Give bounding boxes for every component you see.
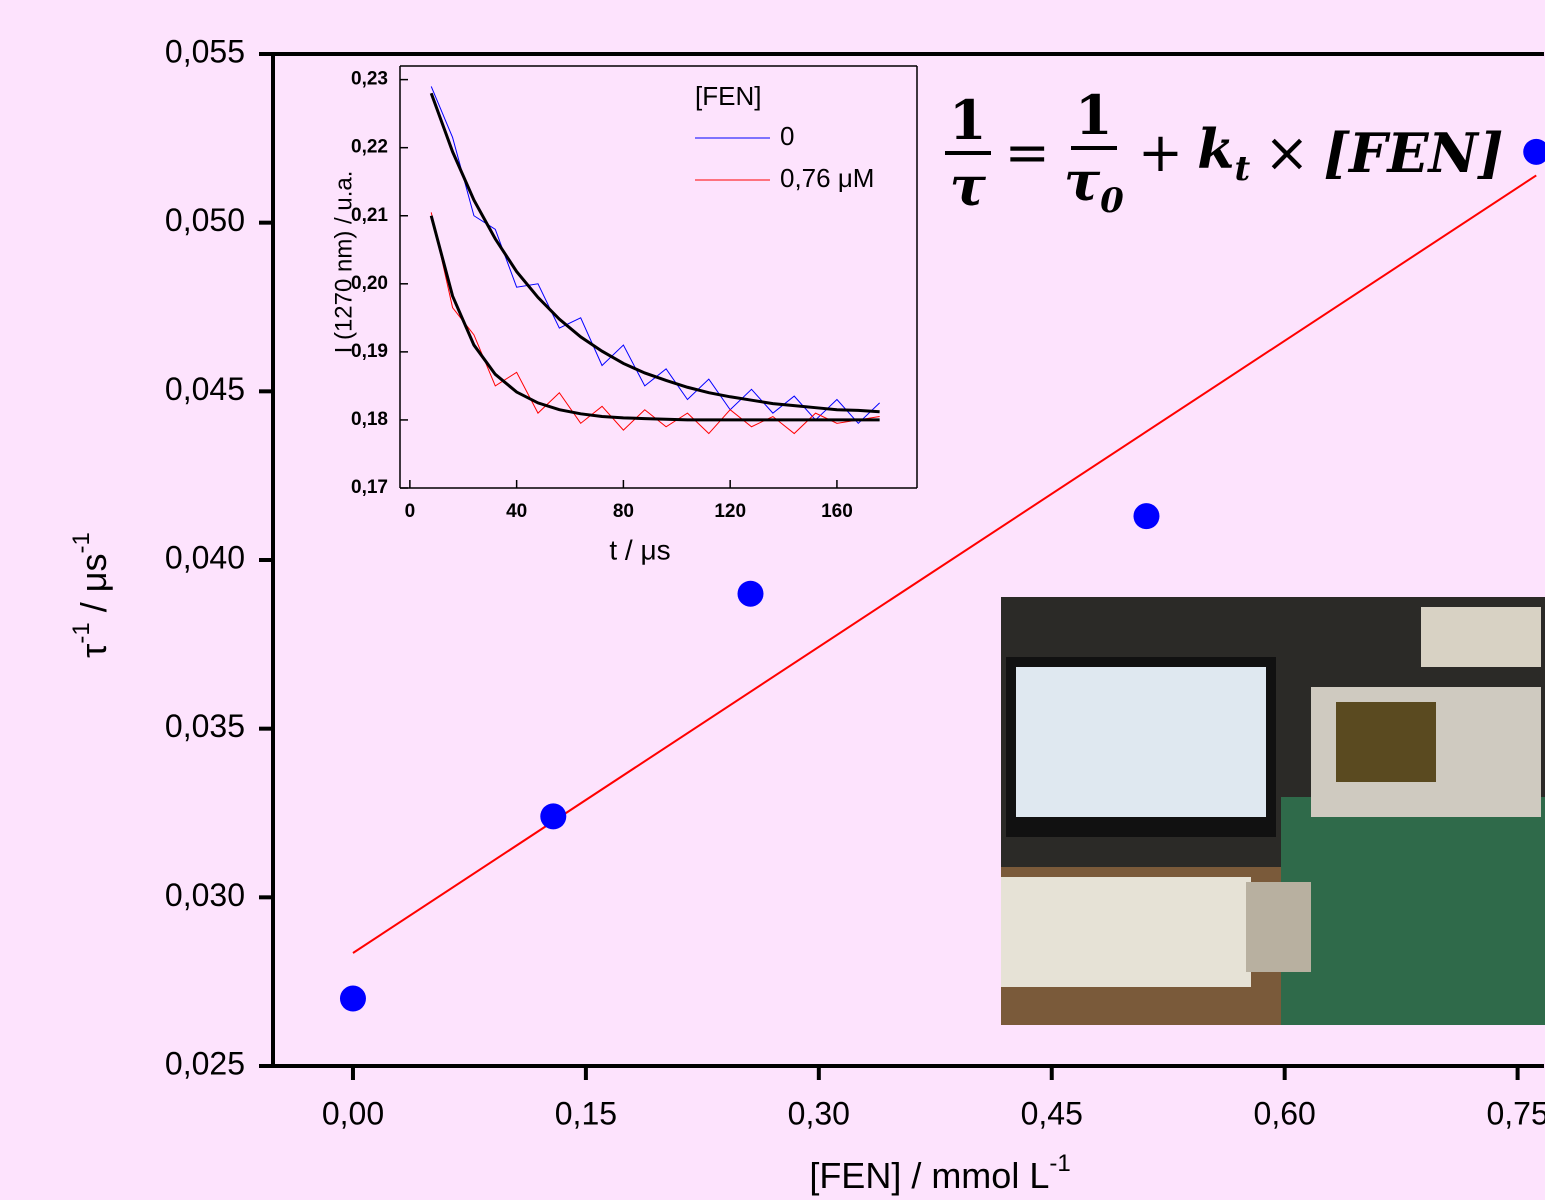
inset-bg <box>400 66 917 488</box>
eq-text: + <box>1137 121 1184 185</box>
eq-text: 0 <box>1100 180 1124 221</box>
x-axis-title: t / μs <box>609 534 670 565</box>
y-tick-label: 0,045 <box>165 371 245 407</box>
data-point <box>1133 503 1160 530</box>
x-tick-label: 120 <box>714 501 746 522</box>
eq-text: τ <box>1063 149 1101 213</box>
x-axis-title-part: [FEN] / mmol L <box>809 1155 1049 1196</box>
y-tick-label: 0,035 <box>165 708 245 744</box>
fit-curve <box>429 215 880 422</box>
x-axis-title: [FEN] / mmol L-1 <box>809 1150 1070 1196</box>
y-tick-label: 0,20 <box>351 273 388 294</box>
x-axis-title-part: -1 <box>1049 1150 1070 1177</box>
lab-photo <box>1001 597 1545 1025</box>
y-tick-label: 0,19 <box>351 341 388 362</box>
eq-text: t <box>1234 148 1251 189</box>
data-point <box>540 803 567 830</box>
laser <box>1421 607 1541 667</box>
data-point <box>339 985 366 1012</box>
eq-k: kt <box>1197 117 1250 189</box>
switch-box <box>1246 882 1311 972</box>
eq-text: 1 <box>1071 88 1117 150</box>
eq-den: τ0 <box>1064 150 1124 218</box>
y-axis-title-part: -1 <box>68 622 95 643</box>
x-tick-label: 160 <box>821 501 853 522</box>
y-axis-title-part: τ <box>73 644 114 658</box>
y-axis-title-part: -1 <box>68 532 95 553</box>
y-tick-label: 0,21 <box>351 205 388 226</box>
y-tick-label: 0,18 <box>351 409 388 430</box>
x-tick-label: 0,60 <box>1254 1095 1316 1131</box>
legend-title: [FEN] <box>695 81 761 111</box>
keyboard <box>1001 877 1251 987</box>
x-tick-label: 0,30 <box>788 1095 850 1131</box>
eq-text: τ <box>949 153 986 218</box>
x-tick-label: 0,75 <box>1486 1095 1545 1131</box>
x-tick-label: 0,15 <box>555 1095 617 1131</box>
y-axis-title: I (1270 nm) / u.a. <box>330 171 357 354</box>
legend-label: 0,76 μM <box>780 163 874 193</box>
y-tick-label: 0,17 <box>351 477 388 498</box>
scope-screen <box>1336 702 1436 782</box>
y-tick-label: 0,055 <box>165 33 245 69</box>
fit-curve <box>429 92 880 414</box>
y-axis-title: τ-1 / μs-1 <box>68 532 114 658</box>
y-tick-label: 0,030 <box>165 877 245 913</box>
y-tick-label: 0,22 <box>351 137 388 158</box>
y-tick-label: 0,040 <box>165 539 245 575</box>
data-point <box>737 580 764 607</box>
data-point <box>1523 138 1545 165</box>
y-tick-label: 0,23 <box>351 69 388 90</box>
screen <box>1016 667 1266 817</box>
eq-text: × <box>1264 121 1310 185</box>
y-axis-title-part: / μs <box>73 554 114 623</box>
eq-text: k <box>1197 117 1235 181</box>
green-mat <box>1281 797 1545 1025</box>
eq-text: [FEN] <box>1323 120 1504 185</box>
x-tick-label: 0,45 <box>1021 1095 1083 1131</box>
x-tick-label: 40 <box>506 501 527 522</box>
y-tick-label: 0,050 <box>165 202 245 238</box>
eq-text: = <box>1004 121 1050 185</box>
y-tick-label: 0,025 <box>165 1045 245 1081</box>
legend-label: 0 <box>780 121 794 151</box>
eq-text: 1 <box>945 93 991 155</box>
fraction: 1 τ0 <box>1064 88 1124 218</box>
x-tick-label: 0 <box>405 501 416 522</box>
x-tick-label: 0,00 <box>322 1095 384 1131</box>
x-tick-label: 80 <box>613 501 634 522</box>
